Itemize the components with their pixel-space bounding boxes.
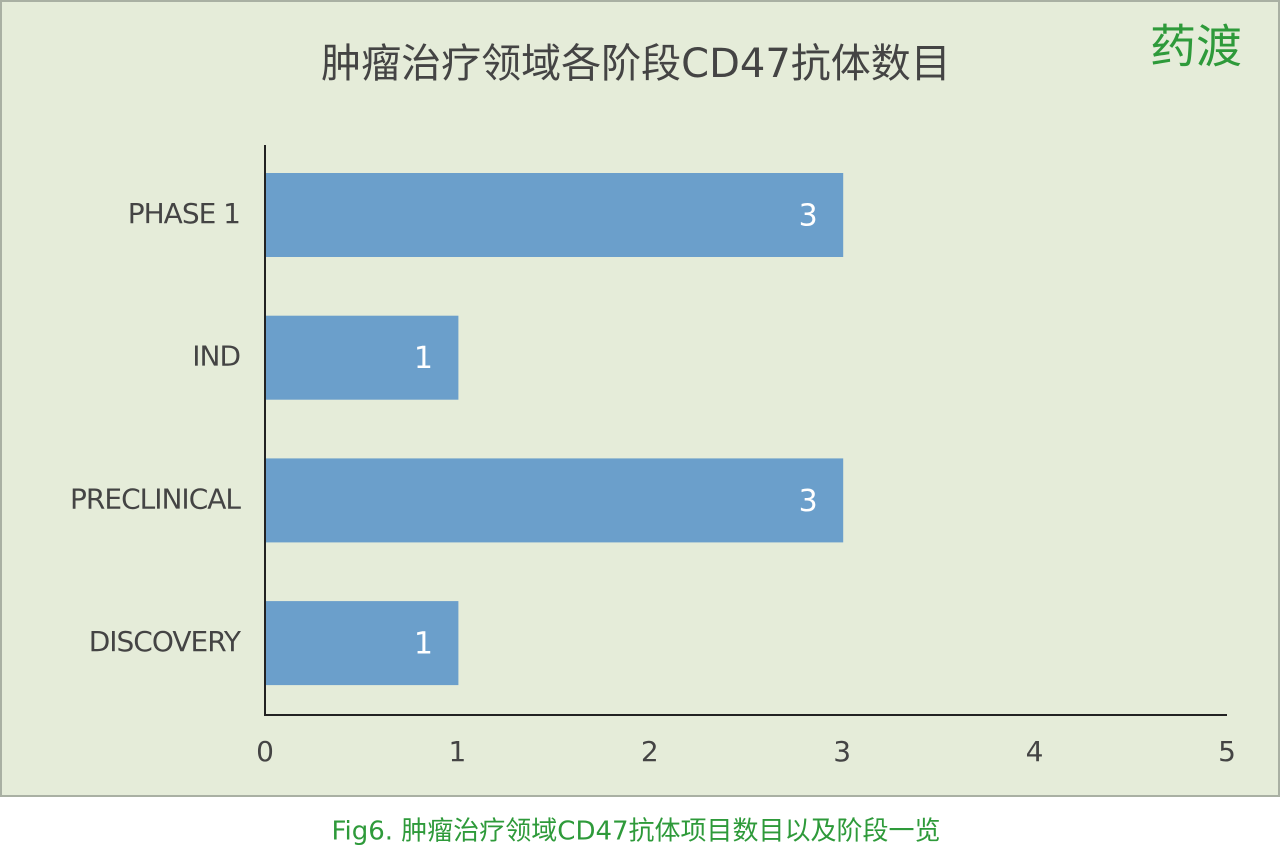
y-tick-label: IND xyxy=(192,340,240,373)
y-tick-label: DISCOVERY xyxy=(89,625,242,658)
chart-title: 肿瘤治疗领域各阶段CD47抗体数目 xyxy=(321,41,951,87)
x-tick-label: 1 xyxy=(448,735,466,768)
caption: Fig6. 肿瘤治疗领域CD47抗体项目数目以及阶段一览 xyxy=(331,817,940,847)
x-tick-label: 0 xyxy=(256,735,274,768)
bar xyxy=(266,173,844,257)
x-tick-label: 2 xyxy=(641,735,659,768)
bar xyxy=(266,315,459,400)
x-tick-label: 4 xyxy=(1026,735,1044,768)
watermark: 药渡 xyxy=(1150,20,1242,74)
y-tick-label: PHASE 1 xyxy=(128,197,240,230)
data-label: 3 xyxy=(799,199,818,234)
bar xyxy=(266,458,844,543)
data-label: 1 xyxy=(414,627,433,662)
x-tick-label: 3 xyxy=(833,735,851,768)
y-tick-label: PRECLINICAL xyxy=(70,482,241,515)
bar xyxy=(266,601,459,686)
data-label: 1 xyxy=(414,341,433,376)
chart-background xyxy=(0,0,1280,797)
x-tick-label: 5 xyxy=(1218,735,1236,768)
data-label: 3 xyxy=(799,484,818,519)
